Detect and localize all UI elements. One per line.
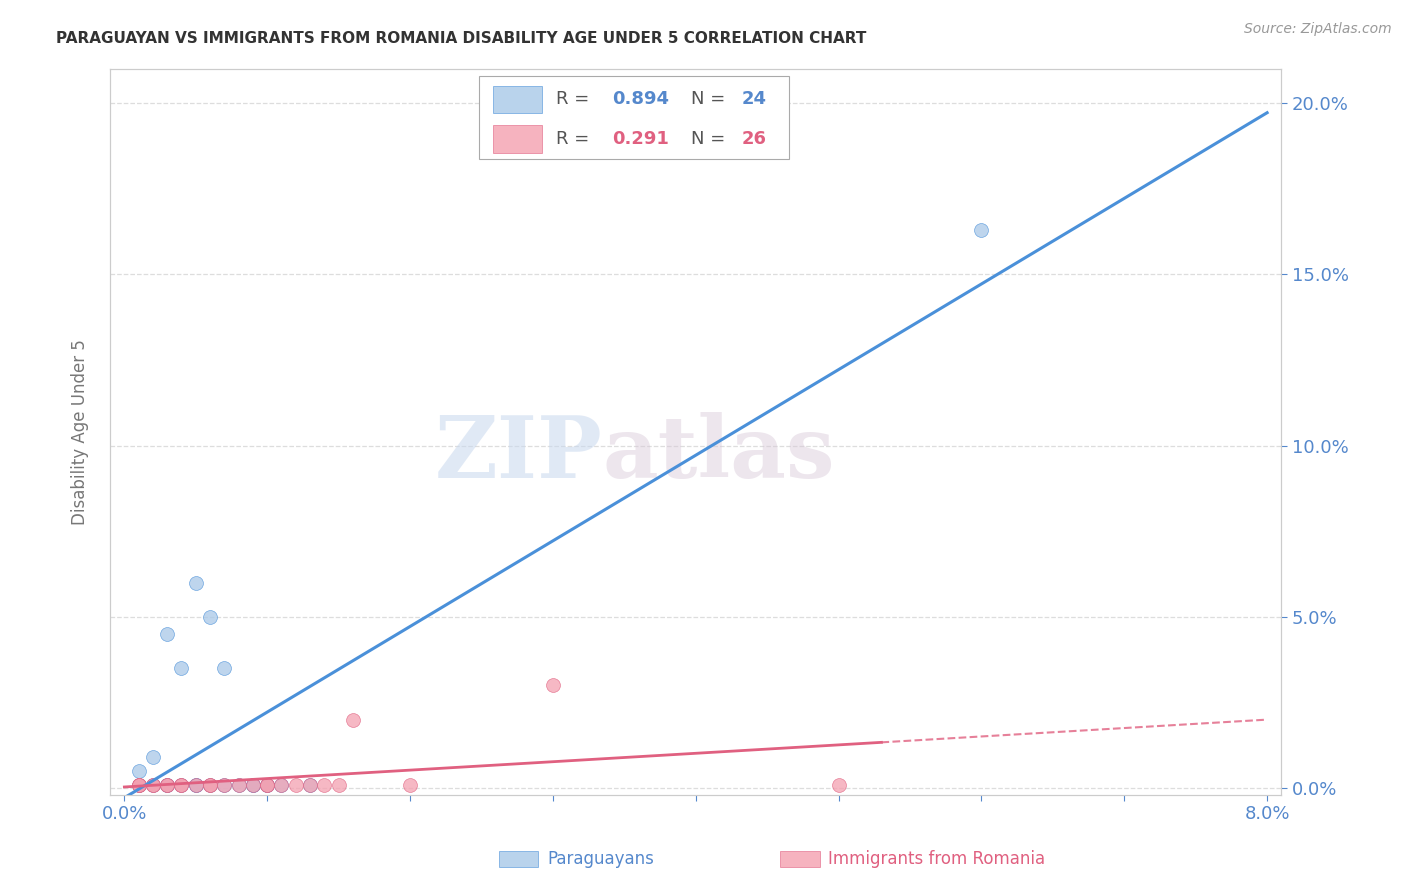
Point <box>170 778 193 792</box>
Text: PARAGUAYAN VS IMMIGRANTS FROM ROMANIA DISABILITY AGE UNDER 5 CORRELATION CHART: PARAGUAYAN VS IMMIGRANTS FROM ROMANIA DI… <box>56 31 866 46</box>
Point <box>128 778 150 792</box>
Point <box>128 764 150 778</box>
Point <box>128 778 150 792</box>
Point <box>156 778 179 792</box>
Point <box>184 575 207 590</box>
FancyBboxPatch shape <box>494 125 543 153</box>
Point <box>184 778 207 792</box>
Point <box>228 778 250 792</box>
Point <box>156 778 179 792</box>
Point <box>198 778 221 792</box>
Point <box>142 778 165 792</box>
Point <box>270 778 292 792</box>
Point <box>256 778 278 792</box>
Point <box>142 778 165 792</box>
FancyBboxPatch shape <box>494 86 543 113</box>
Text: 0.291: 0.291 <box>613 130 669 148</box>
Point <box>399 778 422 792</box>
Text: Immigrants from Romania: Immigrants from Romania <box>828 850 1045 868</box>
Point <box>270 778 292 792</box>
Point <box>156 778 179 792</box>
Point <box>214 778 236 792</box>
Point <box>142 778 165 792</box>
Point <box>184 778 207 792</box>
Point <box>342 713 364 727</box>
Point <box>242 778 264 792</box>
Text: N =: N = <box>692 90 725 108</box>
Text: 0.894: 0.894 <box>613 90 669 108</box>
Point <box>284 778 307 792</box>
Point <box>198 778 221 792</box>
Point <box>328 778 350 792</box>
Y-axis label: Disability Age Under 5: Disability Age Under 5 <box>72 339 89 524</box>
Point <box>170 778 193 792</box>
Point <box>827 778 849 792</box>
Text: atlas: atlas <box>602 411 835 496</box>
Text: ZIP: ZIP <box>434 411 602 496</box>
Point <box>184 778 207 792</box>
Point <box>214 661 236 675</box>
Point <box>256 778 278 792</box>
Text: R =: R = <box>557 130 589 148</box>
Point <box>256 778 278 792</box>
Point <box>170 778 193 792</box>
Point <box>198 778 221 792</box>
Text: Paraguayans: Paraguayans <box>547 850 654 868</box>
Point <box>156 778 179 792</box>
Point <box>541 678 564 692</box>
Point <box>228 778 250 792</box>
Point <box>128 778 150 792</box>
Text: Source: ZipAtlas.com: Source: ZipAtlas.com <box>1244 22 1392 37</box>
Text: R =: R = <box>557 90 589 108</box>
Point <box>156 627 179 641</box>
Point <box>170 661 193 675</box>
Point <box>299 778 322 792</box>
Point <box>128 778 150 792</box>
Text: 26: 26 <box>741 130 766 148</box>
Point <box>314 778 336 792</box>
Point <box>142 750 165 764</box>
Point <box>299 778 322 792</box>
Point <box>256 778 278 792</box>
Point <box>970 222 993 236</box>
Point <box>214 778 236 792</box>
Point <box>198 610 221 624</box>
Point <box>242 778 264 792</box>
Text: N =: N = <box>692 130 725 148</box>
Text: 24: 24 <box>741 90 766 108</box>
Point <box>242 778 264 792</box>
FancyBboxPatch shape <box>479 76 789 160</box>
